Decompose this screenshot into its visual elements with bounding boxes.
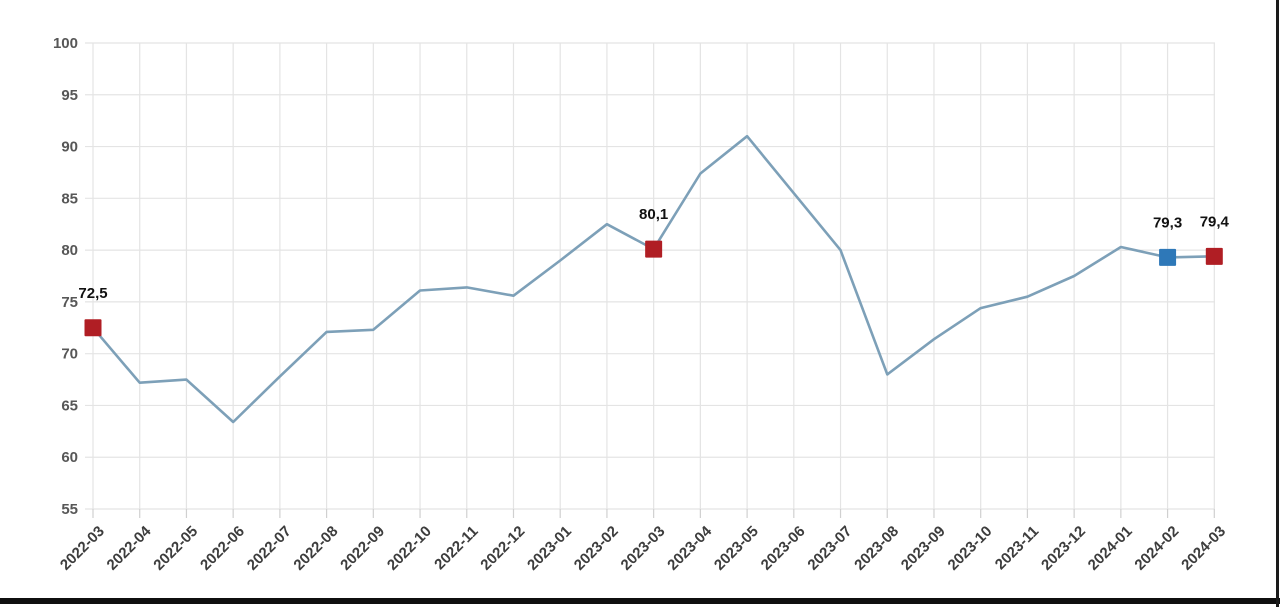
y-axis-label: 80: [61, 242, 78, 259]
data-point-label-2022-03: 72,5: [78, 285, 107, 302]
y-axis-label: 85: [61, 190, 78, 207]
x-axis-label: 2022-04: [104, 522, 155, 573]
window-right-border: [1276, 0, 1279, 607]
x-axis-label: 2024-01: [1085, 523, 1136, 574]
x-axis-label: 2022-08: [290, 523, 341, 574]
x-axis-label: 2022-11: [431, 523, 481, 573]
x-axis-label: 2023-05: [711, 523, 762, 574]
x-axis-label: 2022-03: [57, 523, 108, 574]
y-axis-label: 100: [53, 35, 78, 52]
x-axis-label: 2023-02: [571, 523, 622, 574]
window-bottom-bar: [0, 598, 1280, 604]
data-point-marker-2023-03: [645, 240, 663, 258]
data-point-marker-2022-03: [84, 319, 102, 337]
x-axis-label: 2022-05: [150, 523, 201, 574]
x-axis-label: 2023-03: [618, 523, 669, 574]
x-axis-label: 2023-04: [664, 522, 715, 573]
x-axis-label: 2024-02: [1131, 523, 1182, 574]
x-axis-label: 2024-03: [1178, 523, 1229, 574]
x-axis-label: 2022-09: [337, 523, 388, 574]
data-point-marker-2024-03: [1205, 247, 1223, 265]
x-axis-label: 2022-06: [197, 523, 248, 574]
y-axis-label: 75: [61, 294, 78, 311]
data-point-label-2023-03: 80,1: [639, 206, 668, 223]
x-axis-label: 2022-10: [384, 523, 435, 574]
x-axis-label: 2023-11: [992, 523, 1042, 573]
y-axis-label: 70: [61, 346, 78, 363]
x-axis-label: 2023-01: [524, 523, 575, 574]
y-axis-label: 65: [61, 397, 78, 414]
x-axis-label: 2023-12: [1038, 523, 1089, 574]
x-axis-label: 2023-06: [758, 523, 809, 574]
y-axis-label: 95: [61, 87, 78, 104]
x-axis-label: 2023-07: [804, 523, 855, 574]
y-axis-label: 55: [61, 501, 78, 518]
y-axis-label: 90: [61, 139, 78, 156]
x-axis-label: 2022-12: [477, 523, 528, 574]
x-axis-label: 2022-07: [244, 523, 295, 574]
x-axis-label: 2023-08: [851, 523, 902, 574]
x-axis-label: 2023-09: [898, 523, 949, 574]
y-axis-label: 60: [61, 449, 78, 466]
data-point-marker-2024-02: [1159, 248, 1177, 266]
data-point-label-2024-03: 79,4: [1200, 213, 1230, 230]
data-point-label-2024-02: 79,3: [1153, 214, 1182, 231]
x-axis-label: 2023-10: [945, 523, 996, 574]
